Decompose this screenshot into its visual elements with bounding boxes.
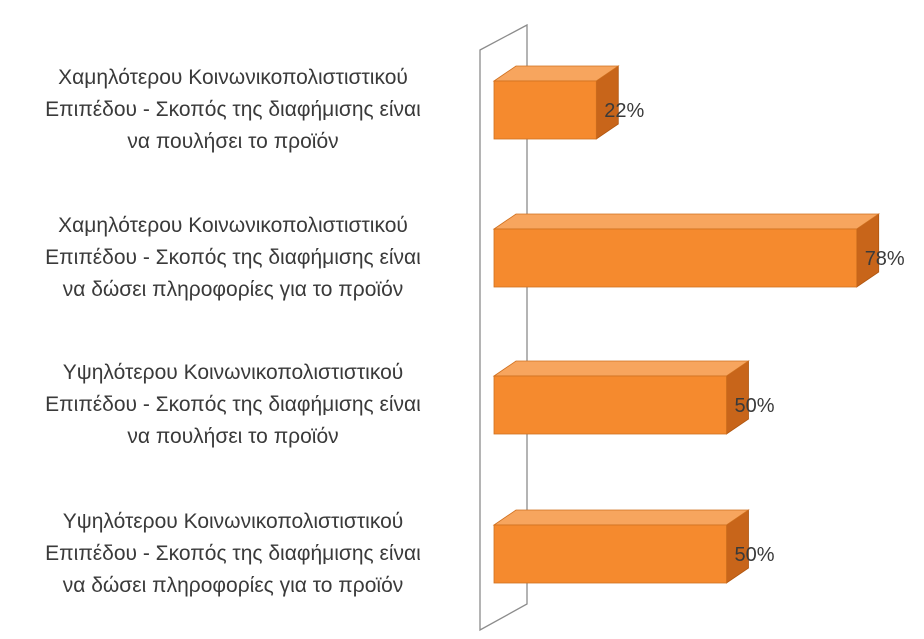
category-label-line: να δώσει πληροφορίες για το προϊόν: [62, 574, 404, 597]
category-label-line: Επιπέδου - Σκοπός της διαφήμισης είναι: [45, 542, 421, 565]
bar-top-1: [492, 65, 620, 82]
category-label-3: Υψηλότερου Κοινωνικοπολιστιστικού Επιπέδο…: [8, 357, 458, 453]
axis-wall-panel: [479, 23, 528, 632]
category-label-line: Χαμηλότερου Κοινωνικοπολιστιστικού: [58, 214, 408, 237]
category-label-line: Υψηλότερου Κοινωνικοπολιστιστικού: [62, 510, 404, 533]
bar-2: [493, 228, 858, 288]
category-label-line: να πουλήσει το προϊόν: [127, 425, 339, 448]
category-label-2: Χαμηλότερου Κοινωνικοπολιστιστικού Επιπέδ…: [8, 210, 458, 306]
axis-wall: [479, 23, 528, 632]
category-label-line: Επιπέδου - Σκοπός της διαφήμισης είναι: [45, 98, 421, 121]
value-label-1: 22%: [604, 100, 644, 122]
category-label-line: Επιπέδου - Σκοπός της διαφήμισης είναι: [45, 393, 421, 416]
bar-1: [493, 80, 597, 140]
value-label-4: 50%: [735, 544, 775, 566]
value-label-2: 78%: [865, 248, 905, 270]
bar-3: [493, 375, 727, 435]
bar-top-2: [492, 213, 880, 230]
category-label-line: να πουλήσει το προϊόν: [127, 130, 339, 153]
bars-group: [492, 65, 880, 584]
category-label-line: Επιπέδου - Σκοπός της διαφήμισης είναι: [45, 246, 421, 269]
bar-4: [493, 524, 727, 584]
bar-top-4: [492, 509, 750, 526]
category-label-line: Χαμηλότερου Κοινωνικοπολιστιστικού: [58, 66, 408, 89]
category-label-line: Υψηλότερου Κοινωνικοπολιστιστικού: [62, 361, 404, 384]
category-label-4: Υψηλότερου Κοινωνικοπολιστιστικού Επιπέδο…: [8, 506, 458, 602]
value-label-3: 50%: [735, 395, 775, 417]
category-label-1: Χαμηλότερου Κοινωνικοπολιστιστικού Επιπέδ…: [8, 62, 458, 158]
value-labels: 22% 78% 50% 50%: [604, 100, 905, 566]
bar-top-3: [492, 360, 750, 377]
category-label-line: να δώσει πληροφορίες για το προϊόν: [62, 278, 404, 301]
